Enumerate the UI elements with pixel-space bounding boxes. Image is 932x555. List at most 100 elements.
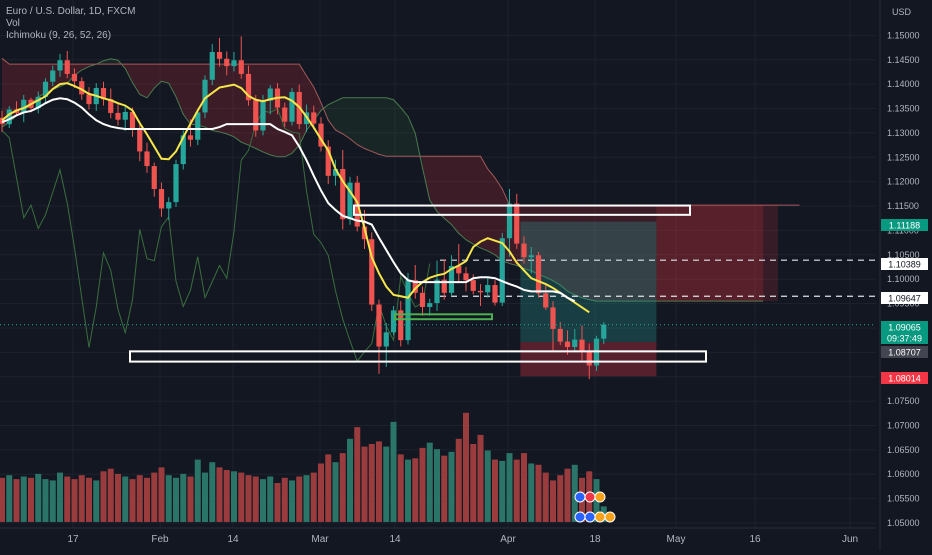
volume-bar	[405, 459, 411, 522]
volume-bar	[13, 479, 20, 522]
ichimoku-cloud-segment	[103, 58, 111, 65]
candle-body	[492, 285, 498, 303]
candle-body	[144, 151, 150, 167]
ichimoku-cloud-segment	[379, 97, 387, 157]
ichimoku-cloud-segment	[748, 205, 756, 302]
volume-bar	[281, 477, 288, 522]
ichimoku-cloud-segment	[451, 156, 459, 234]
ichimoku-cloud-segment	[683, 205, 691, 302]
ichimoku-cloud-segment	[676, 205, 684, 302]
volume-bar	[165, 475, 172, 522]
candle-body	[253, 100, 259, 131]
volume-bar	[397, 454, 404, 522]
ichimoku-cloud-segment	[139, 64, 147, 98]
candle-body	[216, 51, 223, 59]
volume-bar	[376, 441, 382, 522]
price-label-box	[881, 332, 928, 344]
price-tick-label: 1.10000	[887, 274, 920, 284]
volume-bar	[122, 476, 129, 522]
volume-bar	[434, 449, 440, 522]
volume-bar	[484, 450, 491, 522]
volume-bar	[528, 463, 535, 522]
candle-body	[224, 58, 230, 67]
ichimoku-cloud-segment	[480, 156, 488, 251]
volume-bar	[252, 476, 259, 522]
ichimoku-cloud-segment	[168, 64, 176, 97]
price-label-text: 1.09065	[888, 323, 921, 333]
volume-bar	[202, 472, 208, 522]
time-tick-label: 17	[67, 534, 79, 545]
volume-bar	[564, 468, 571, 522]
ichimoku-cloud-segment	[712, 205, 720, 302]
candle-body	[586, 351, 592, 366]
candle-body	[441, 279, 447, 293]
price-tick-label: 1.05500	[887, 494, 920, 504]
candle-body	[427, 303, 433, 307]
candle-body	[238, 60, 244, 74]
ichimoku-cloud-segment	[603, 205, 611, 302]
ichimoku-indicator-label: Ichimoku (9, 26, 52, 26)	[6, 30, 112, 41]
ichimoku-cloud-segment	[176, 64, 184, 115]
time-tick-label: 18	[589, 534, 601, 545]
ichimoku-cloud-segment	[611, 205, 619, 302]
ichimoku-cloud-segment	[473, 156, 481, 248]
ichimoku-cloud-segment	[640, 205, 648, 302]
volume-bar	[20, 476, 27, 522]
candle-body	[485, 285, 491, 293]
chart-legend: Euro / U.S. Dollar, 1D, FXCM Vol Ichimok…	[6, 6, 135, 42]
ichimoku-cloud-segment	[466, 156, 474, 245]
price-tick-label: 1.14000	[887, 79, 920, 89]
ichimoku-cloud-segment	[9, 64, 17, 123]
candle-body	[564, 341, 571, 347]
ichimoku-cloud-segment	[132, 64, 140, 95]
candle-body	[506, 203, 513, 239]
time-tick-label: 16	[749, 534, 761, 545]
candle-body	[347, 182, 353, 220]
economic-event-icon	[584, 491, 596, 503]
candle-body	[166, 202, 172, 209]
candle-body	[129, 111, 136, 130]
ichimoku-cloud-segment	[23, 64, 31, 111]
ichimoku-cloud-segment	[545, 205, 553, 281]
candle-body	[376, 304, 382, 347]
volume-bar	[383, 446, 390, 522]
ichimoku-cloud-segment	[647, 205, 655, 302]
volume-bar	[78, 475, 85, 522]
ichimoku-cloud-segment	[328, 101, 336, 130]
ichimoku-cloud-segment	[125, 64, 133, 83]
price-label-text: 1.08707	[888, 348, 921, 358]
volume-bar	[173, 477, 179, 522]
price-tick-label: 1.11500	[887, 201, 919, 211]
price-tick-label: 1.10500	[887, 250, 920, 260]
economic-event-icon	[594, 491, 606, 503]
ichimoku-cloud-segment	[560, 205, 568, 292]
volume-bar	[129, 479, 136, 522]
ichimoku-cloud-segment	[618, 205, 626, 302]
time-tick-label: Apr	[500, 534, 516, 545]
price-tick-label: 1.14500	[887, 55, 920, 65]
economic-event-icon	[604, 511, 616, 523]
price-tick-label: 1.07500	[887, 396, 920, 406]
ichimoku-cloud-segment	[589, 205, 597, 302]
candle-body	[340, 168, 346, 220]
volume-bar	[550, 480, 556, 522]
volume-bar	[86, 477, 92, 522]
volume-bar	[513, 459, 520, 522]
time-tick-label: 14	[227, 534, 239, 545]
economic-event-icon	[574, 511, 586, 523]
ichimoku-cloud-segment	[719, 205, 727, 302]
volume-bar	[267, 476, 274, 522]
ichimoku-cloud-segment	[190, 64, 198, 126]
volume-bar	[194, 459, 201, 522]
candle-body	[419, 292, 426, 307]
volume-bar	[368, 444, 375, 522]
volume-bar	[412, 458, 419, 522]
volume-bar	[347, 438, 353, 522]
candle-body	[543, 293, 549, 308]
candle-body	[521, 243, 527, 258]
candle-body	[50, 70, 56, 82]
volume-bar	[521, 453, 527, 522]
position-target-zone	[520, 221, 657, 343]
